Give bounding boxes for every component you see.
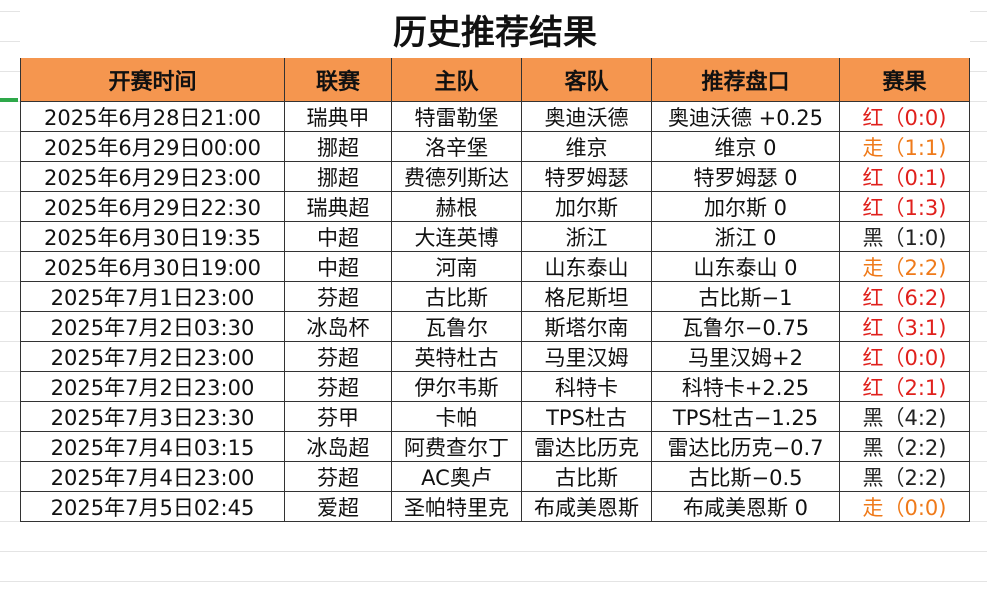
- result-cell: 走（1:1): [840, 132, 970, 162]
- table-cell: 洛辛堡: [392, 132, 522, 162]
- result-cell: 黑（2:2): [840, 432, 970, 462]
- table-cell: 奥迪沃德: [522, 102, 652, 132]
- table-cell: AC奥卢: [392, 462, 522, 492]
- table-cell: 冰岛杯: [285, 312, 392, 342]
- result-cell: 红（0:1): [840, 162, 970, 192]
- table-cell: 浙江: [522, 222, 652, 252]
- table-cell: 斯塔尔南: [522, 312, 652, 342]
- table-cell: 科特卡+2.25: [652, 372, 840, 402]
- table-cell: 瓦鲁尔−0.75: [652, 312, 840, 342]
- table-cell: 芬超: [285, 372, 392, 402]
- header-cell: 推荐盘口: [652, 58, 840, 102]
- table-cell: 赫根: [392, 192, 522, 222]
- table-cell: 芬超: [285, 282, 392, 312]
- table-cell: 加尔斯 0: [652, 192, 840, 222]
- table-cell: TPS杜古: [522, 402, 652, 432]
- table-cell: 古比斯−0.5: [652, 462, 840, 492]
- result-cell: 黑（4:2): [840, 402, 970, 432]
- table-cell: 圣帕特里克: [392, 492, 522, 522]
- table-cell: 雷达比历克: [522, 432, 652, 462]
- result-cell: 红（2:1): [840, 372, 970, 402]
- result-cell: 走（0:0): [840, 492, 970, 522]
- table-cell: 特雷勒堡: [392, 102, 522, 132]
- table-cell: 挪超: [285, 132, 392, 162]
- table-cell: TPS杜古−1.25: [652, 402, 840, 432]
- table-cell: 爱超: [285, 492, 392, 522]
- table-cell: 芬超: [285, 342, 392, 372]
- table-cell: 特罗姆瑟 0: [652, 162, 840, 192]
- table-cell: 瓦鲁尔: [392, 312, 522, 342]
- table-cell: 阿费查尔丁: [392, 432, 522, 462]
- table-cell: 2025年7月2日03:30: [20, 312, 285, 342]
- header-cell: 联赛: [285, 58, 392, 102]
- table-cell: 2025年7月2日23:00: [20, 372, 285, 402]
- table-cell: 2025年6月28日21:00: [20, 102, 285, 132]
- table-cell: 2025年6月30日19:00: [20, 252, 285, 282]
- table-cell: 维京 0: [652, 132, 840, 162]
- table-cell: 古比斯: [522, 462, 652, 492]
- table-cell: 雷达比历克−0.7: [652, 432, 840, 462]
- table-cell: 中超: [285, 222, 392, 252]
- table-cell: 中超: [285, 252, 392, 282]
- table-cell: 特罗姆瑟: [522, 162, 652, 192]
- result-cell: 黑（1:0): [840, 222, 970, 252]
- table-cell: 2025年7月3日23:30: [20, 402, 285, 432]
- result-cell: 黑（2:2): [840, 462, 970, 492]
- table-cell: 2025年7月4日03:15: [20, 432, 285, 462]
- table-cell: 冰岛超: [285, 432, 392, 462]
- row-selector: [0, 98, 18, 102]
- table-cell: 2025年6月30日19:35: [20, 222, 285, 252]
- table-cell: 费德列斯达: [392, 162, 522, 192]
- table-cell: 古比斯−1: [652, 282, 840, 312]
- table-cell: 加尔斯: [522, 192, 652, 222]
- table-cell: 维京: [522, 132, 652, 162]
- table-cell: 瑞典超: [285, 192, 392, 222]
- table-cell: 卡帕: [392, 402, 522, 432]
- header-cell: 客队: [522, 58, 652, 102]
- table-cell: 马里汉姆: [522, 342, 652, 372]
- table-cell: 浙江 0: [652, 222, 840, 252]
- table-cell: 布咸美恩斯 0: [652, 492, 840, 522]
- table-cell: 大连英博: [392, 222, 522, 252]
- result-cell: 红（0:0): [840, 342, 970, 372]
- table-cell: 2025年7月4日23:00: [20, 462, 285, 492]
- table-cell: 英特杜古: [392, 342, 522, 372]
- table-cell: 山东泰山: [522, 252, 652, 282]
- title: 历史推荐结果: [20, 0, 970, 59]
- table-cell: 2025年6月29日00:00: [20, 132, 285, 162]
- header-cell: 开赛时间: [20, 58, 285, 102]
- table-cell: 格尼斯坦: [522, 282, 652, 312]
- result-cell: 红（1:3): [840, 192, 970, 222]
- table-cell: 挪超: [285, 162, 392, 192]
- result-cell: 红（0:0): [840, 102, 970, 132]
- table-cell: 河南: [392, 252, 522, 282]
- result-cell: 红（3:1): [840, 312, 970, 342]
- table-cell: 2025年7月5日02:45: [20, 492, 285, 522]
- table-cell: 奥迪沃德 +0.25: [652, 102, 840, 132]
- table-cell: 马里汉姆+2: [652, 342, 840, 372]
- header-cell: 主队: [392, 58, 522, 102]
- table-cell: 芬甲: [285, 402, 392, 432]
- table-cell: 2025年6月29日23:00: [20, 162, 285, 192]
- result-cell: 走（2:2): [840, 252, 970, 282]
- header-cell: 赛果: [840, 58, 970, 102]
- table-cell: 瑞典甲: [285, 102, 392, 132]
- table-cell: 伊尔韦斯: [392, 372, 522, 402]
- table-cell: 科特卡: [522, 372, 652, 402]
- table-cell: 2025年7月1日23:00: [20, 282, 285, 312]
- result-cell: 红（6:2): [840, 282, 970, 312]
- table-cell: 2025年7月2日23:00: [20, 342, 285, 372]
- table-cell: 古比斯: [392, 282, 522, 312]
- table-cell: 芬超: [285, 462, 392, 492]
- table-cell: 布咸美恩斯: [522, 492, 652, 522]
- table-cell: 山东泰山 0: [652, 252, 840, 282]
- table-cell: 2025年6月29日22:30: [20, 192, 285, 222]
